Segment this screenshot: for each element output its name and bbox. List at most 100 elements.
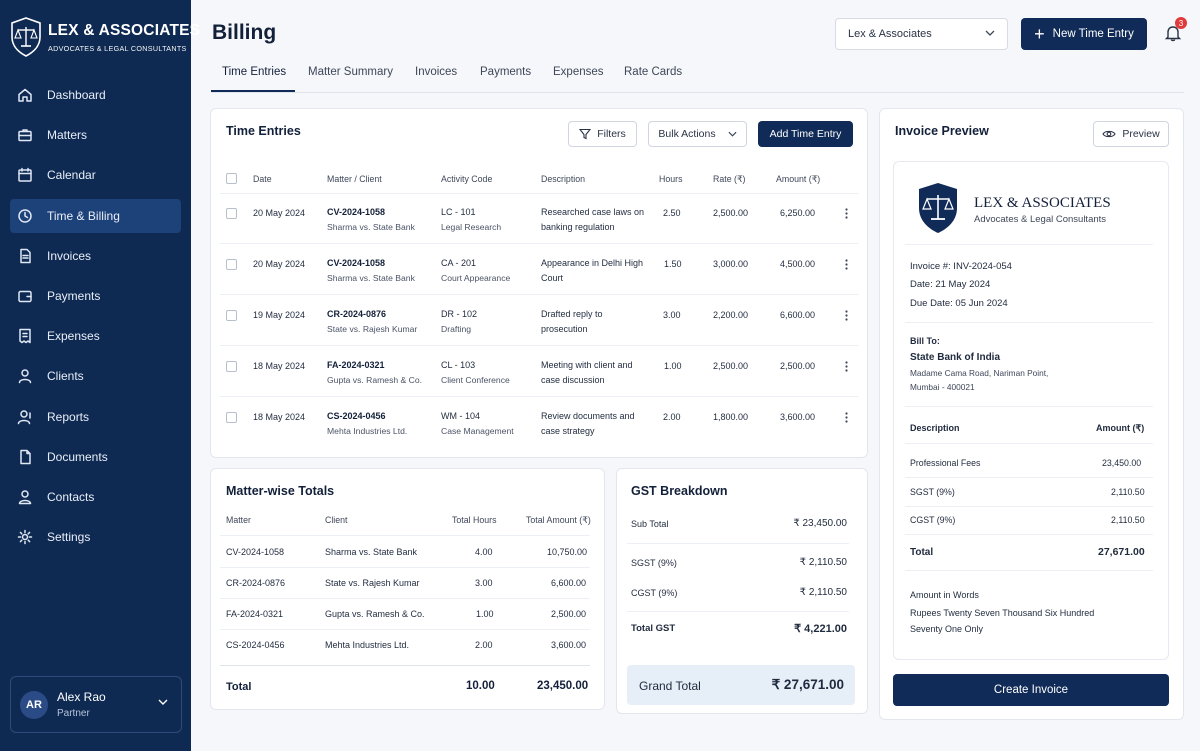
sidebar-item-payments[interactable]: Payments xyxy=(10,279,181,313)
sidebar-item-settings[interactable]: Settings xyxy=(10,520,181,554)
sidebar-item-dashboard[interactable]: Dashboard xyxy=(10,78,181,112)
tab-matter-summary[interactable]: Matter Summary xyxy=(308,66,393,78)
preview-button[interactable]: Preview xyxy=(1093,121,1169,147)
gear-icon xyxy=(17,529,33,545)
matter-hours: 2.00 xyxy=(475,640,493,650)
divider xyxy=(905,506,1153,507)
entry-activity: Client Conference xyxy=(441,375,510,385)
sidebar-item-label: Invoices xyxy=(47,248,92,263)
invoice-line-amount: 2,110.50 xyxy=(1111,487,1145,497)
entry-matter: FA-2024-0321 xyxy=(327,360,385,370)
tab-time-entries[interactable]: Time Entries xyxy=(222,66,287,78)
tab-rate-cards[interactable]: Rate Cards xyxy=(624,66,683,78)
more-options-icon[interactable] xyxy=(845,412,848,423)
sidebar-item-label: Matters xyxy=(47,128,88,143)
sidebar-item-clients[interactable]: Clients xyxy=(10,359,181,393)
filters-button[interactable]: Filters xyxy=(568,121,637,147)
entry-client: Mehta Industries Ltd. xyxy=(327,426,408,436)
bulk-actions-label: Bulk Actions xyxy=(658,128,716,140)
matter-amount: 10,750.00 xyxy=(547,547,588,557)
sgst-label: SGST (9%) xyxy=(631,558,677,568)
select-all-checkbox[interactable] xyxy=(226,173,237,184)
new-time-entry-button[interactable]: + New Time Entry xyxy=(1021,18,1147,50)
tab-expenses[interactable]: Expenses xyxy=(553,66,604,78)
more-options-icon[interactable] xyxy=(845,361,848,372)
divider xyxy=(220,243,858,244)
divider xyxy=(905,406,1153,407)
firm-select[interactable]: Lex & Associates xyxy=(835,18,1008,50)
user-profile-card[interactable]: AR Alex Rao Partner xyxy=(10,676,182,733)
sidebar-item-time-billing[interactable]: Time & Billing xyxy=(10,198,181,233)
invoice-preview-title: Invoice Preview xyxy=(895,124,989,138)
entry-description-cont: prosecution xyxy=(541,324,588,334)
entry-client: State vs. Rajesh Kumar xyxy=(327,324,418,334)
matter-total-amount: 23,450.00 xyxy=(537,680,589,692)
firm-select-value: Lex & Associates xyxy=(848,28,932,40)
sidebar-item-documents[interactable]: Documents xyxy=(10,440,181,474)
tab-payments[interactable]: Payments xyxy=(480,66,532,78)
calendar-icon xyxy=(17,167,33,183)
sidebar-item-contacts[interactable]: Contacts xyxy=(10,480,181,514)
matter-client: Mehta Industries Ltd. xyxy=(325,640,410,650)
chevron-down-icon[interactable] xyxy=(158,699,168,705)
amount-in-words-1: Rupees Twenty Seven Thousand Six Hundred xyxy=(910,608,1095,618)
entry-client: Sharma vs. State Bank xyxy=(327,273,415,283)
invoice-amount-header: Amount (₹) xyxy=(1096,423,1145,433)
sidebar-item-calendar[interactable]: Calendar xyxy=(10,158,181,192)
add-time-entry-button[interactable]: Add Time Entry xyxy=(758,121,853,147)
matter-amount: 2,500.00 xyxy=(551,609,587,619)
row-checkbox[interactable] xyxy=(226,259,237,270)
matter-id: CV-2024-1058 xyxy=(226,547,285,557)
sidebar-item-invoices[interactable]: Invoices xyxy=(10,239,181,273)
invoice-number: Invoice #: INV-2024-054 xyxy=(910,261,1012,272)
more-options-icon[interactable] xyxy=(845,208,848,219)
brand: LEX & ASSOCIATES ADVOCATES & LEGAL CONSU… xyxy=(10,17,200,57)
more-options-icon[interactable] xyxy=(845,310,848,321)
entry-date: 19 May 2024 xyxy=(253,310,306,320)
invoice-document xyxy=(893,161,1169,660)
grand-total-label: Grand Total xyxy=(639,679,701,693)
sidebar-item-reports[interactable]: Reports xyxy=(10,400,181,434)
clock-icon xyxy=(17,208,33,224)
invoice-desc-header: Description xyxy=(910,423,960,433)
matter-hours: 3.00 xyxy=(475,578,493,588)
filters-label: Filters xyxy=(597,128,626,140)
entry-activity-code: WM - 104 xyxy=(441,411,481,421)
create-invoice-button[interactable]: Create Invoice xyxy=(893,674,1169,706)
sidebar-item-expenses[interactable]: Expenses xyxy=(10,319,181,353)
sidebar-item-label: Documents xyxy=(47,449,108,464)
entry-hours: 2.00 xyxy=(663,412,681,422)
entry-activity: Court Appearance xyxy=(441,273,511,283)
brand-name: LEX & ASSOCIATES xyxy=(48,21,201,39)
entry-hours: 1.50 xyxy=(664,259,682,269)
bell-icon[interactable] xyxy=(1164,24,1182,42)
row-checkbox[interactable] xyxy=(226,208,237,219)
invoice-line-label: SGST (9%) xyxy=(910,487,955,497)
entry-date: 20 May 2024 xyxy=(253,259,306,269)
entry-amount: 2,500.00 xyxy=(780,361,816,371)
divider xyxy=(220,598,590,599)
bulk-actions-dropdown[interactable]: Bulk Actions xyxy=(648,121,747,147)
entry-activity-code: CL - 103 xyxy=(441,360,476,370)
entry-rate: 3,000.00 xyxy=(713,259,749,269)
divider xyxy=(220,294,858,295)
row-checkbox[interactable] xyxy=(226,310,237,321)
entry-client: Sharma vs. State Bank xyxy=(327,222,415,232)
invoice-line-label: CGST (9%) xyxy=(910,515,956,525)
user-role: Partner xyxy=(57,708,90,719)
entry-description-cont: case discussion xyxy=(541,375,605,385)
sidebar-item-label: Reports xyxy=(47,409,90,424)
tab-invoices[interactable]: Invoices xyxy=(415,66,458,78)
sidebar-item-label: Contacts xyxy=(47,489,95,504)
row-checkbox[interactable] xyxy=(226,412,237,423)
entry-activity: Drafting xyxy=(441,324,472,334)
sidebar-item-matters[interactable]: Matters xyxy=(10,118,181,152)
entry-description: Researched case laws on xyxy=(541,207,645,217)
entry-client: Gupta vs. Ramesh & Co. xyxy=(327,375,423,385)
row-checkbox[interactable] xyxy=(226,361,237,372)
invoice-due-date: Due Date: 05 Jun 2024 xyxy=(910,298,1008,309)
total-gst-label: Total GST xyxy=(631,623,676,634)
more-options-icon[interactable] xyxy=(845,259,848,270)
sub-total-value: ₹ 23,450.00 xyxy=(793,518,847,529)
tab-bar: Time Entries Matter Summary Invoices Pay… xyxy=(211,56,1184,93)
